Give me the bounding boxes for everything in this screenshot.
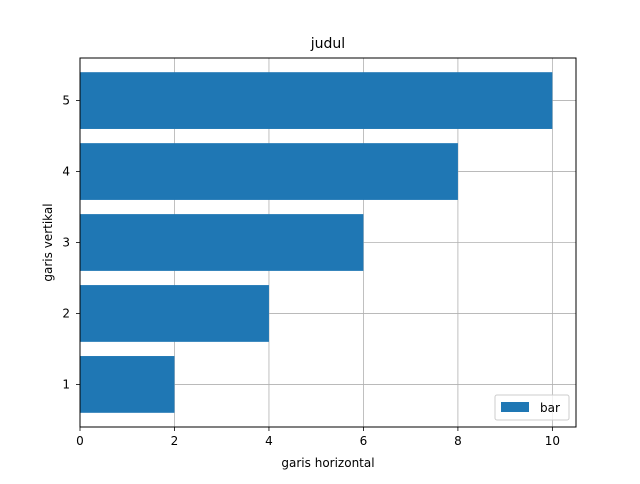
- bar-3: [80, 214, 364, 271]
- bar-5: [80, 72, 553, 129]
- x-tick-label-4: 4: [265, 434, 273, 448]
- legend-label: bar: [540, 401, 560, 415]
- x-tick-label-6: 6: [360, 434, 368, 448]
- x-tick-label-10: 10: [545, 434, 560, 448]
- y-tick-label-5: 5: [62, 94, 70, 108]
- bar-2: [80, 285, 269, 342]
- chart-title: judul: [310, 36, 345, 52]
- y-tick-label-2: 2: [62, 306, 70, 320]
- x-tick-label-0: 0: [76, 434, 84, 448]
- y-tick-label-3: 3: [62, 236, 70, 250]
- bars: [80, 72, 553, 413]
- legend-swatch: [501, 402, 529, 412]
- x-axis-label: garis horizontal: [281, 456, 374, 470]
- x-tick-label-2: 2: [171, 434, 179, 448]
- y-axis-label: garis vertikal: [41, 203, 55, 281]
- y-tick-label-4: 4: [62, 165, 70, 179]
- legend-frame: [494, 394, 570, 421]
- x-tick-label-8: 8: [454, 434, 462, 448]
- legend: bar: [494, 394, 570, 421]
- y-tick-label-1: 1: [62, 377, 70, 391]
- bar-4: [80, 143, 458, 200]
- bar-1: [80, 356, 175, 413]
